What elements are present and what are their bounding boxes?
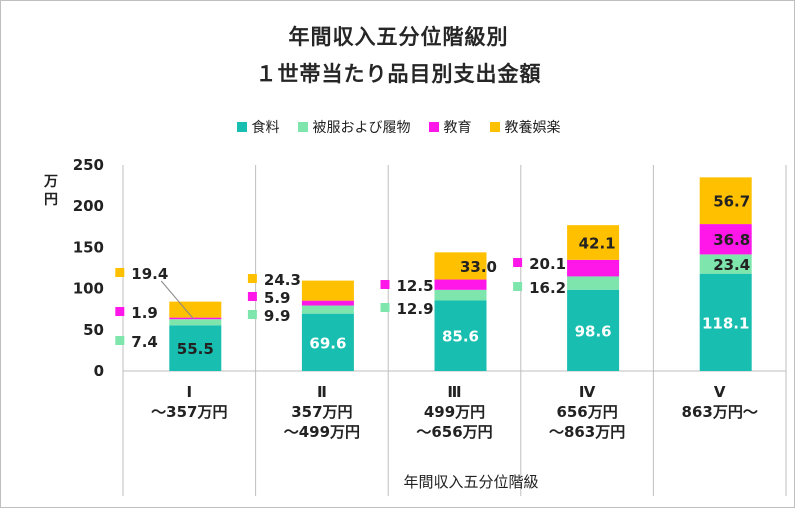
legend-swatch [489, 122, 500, 132]
x-category-label: Ⅳ [579, 383, 596, 401]
bar-segment [301, 300, 354, 306]
bar-segment [169, 317, 222, 320]
data-label: 5.9 [264, 289, 291, 307]
x-axis-title: 年間収入五分位階級 [403, 473, 538, 491]
label-marker [247, 310, 257, 319]
data-label: 98.6 [575, 322, 612, 340]
legend-item: 教養娯楽 [489, 117, 561, 137]
bar-segment [434, 252, 487, 280]
bar-segment [169, 301, 222, 318]
bar-segment [301, 313, 354, 371]
chart-title-line2: １世帯当たり品目別支出金額 [255, 62, 542, 86]
x-category-label: Ⅴ [714, 383, 726, 401]
bar-segment [699, 254, 752, 274]
data-label: 1.9 [131, 304, 158, 322]
bar-segment [567, 289, 620, 371]
label-marker [513, 282, 523, 291]
data-label: 19.4 [131, 265, 168, 283]
data-label: 55.5 [177, 340, 214, 358]
label-marker [115, 307, 125, 316]
x-category-label: 499万円 [424, 403, 485, 421]
data-label: 12.5 [397, 277, 434, 295]
bar-segment [169, 325, 222, 371]
data-label: 85.6 [442, 328, 479, 346]
bar-segment [434, 279, 487, 290]
label-marker [380, 303, 390, 312]
x-category-label: Ⅰ [187, 383, 193, 401]
label-marker [513, 258, 523, 267]
legend-label: 教養娯楽 [504, 120, 561, 136]
label-marker [115, 268, 125, 277]
data-label: 56.7 [713, 193, 750, 211]
data-label: 118.1 [702, 314, 749, 332]
label-marker [380, 280, 390, 289]
label-marker [115, 336, 125, 345]
x-category-label: ～357万円 [151, 403, 227, 421]
bar-segment [301, 280, 354, 301]
x-category-label: 656万円 [556, 403, 617, 421]
data-label: 9.9 [264, 307, 291, 325]
legend-swatch [236, 122, 247, 132]
data-label: 16.2 [529, 279, 566, 297]
bar-segment [567, 225, 620, 260]
y-axis-unit: 万円 [44, 174, 58, 208]
data-label: 20.1 [529, 255, 566, 273]
label-marker [247, 274, 257, 283]
data-label: 12.9 [397, 300, 434, 318]
y-tick-label: 200 [73, 197, 104, 215]
data-label: 24.3 [264, 271, 301, 289]
bar-segment [567, 276, 620, 290]
data-label: 69.6 [309, 334, 346, 352]
data-label: 36.8 [713, 231, 750, 249]
chart-title-line1: 年間収入五分位階級別 [288, 25, 509, 49]
x-category-label: 863万円～ [682, 403, 758, 421]
bar-segment [699, 273, 752, 371]
legend-label: 被服および履物 [312, 120, 411, 136]
legend-item: 教育 [428, 117, 472, 137]
bar-segment [699, 177, 752, 225]
label-marker [247, 292, 257, 301]
bar-segment [434, 289, 487, 301]
x-category-label: Ⅲ [447, 383, 461, 401]
bar-segment [699, 224, 752, 255]
bar-segment [434, 300, 487, 371]
legend-item: 食料 [236, 117, 280, 137]
y-tick-label: 0 [94, 362, 104, 380]
leader-line [160, 280, 194, 319]
x-category-label: 357万円 [291, 403, 352, 421]
legend-label: 教育 [443, 120, 472, 136]
data-label: 42.1 [579, 234, 616, 252]
y-tick-label: 150 [73, 238, 104, 256]
bar-segment [567, 259, 620, 277]
x-category-label: ～863万円 [549, 423, 625, 441]
bar-segment [169, 319, 222, 326]
y-tick-label: 50 [83, 321, 104, 339]
bar-segment [301, 305, 354, 314]
x-category-label: Ⅱ [317, 383, 327, 401]
legend-swatch [297, 122, 308, 132]
data-label: 23.4 [713, 256, 750, 274]
x-category-label: ～499万円 [284, 423, 360, 441]
legend: 食料 被服および履物 教育 教養娯楽 [1, 117, 795, 137]
legend-swatch [428, 122, 439, 132]
data-label: 7.4 [131, 333, 158, 351]
legend-item: 被服および履物 [297, 117, 411, 137]
x-category-label: ～656万円 [416, 423, 492, 441]
data-label: 33.0 [460, 258, 497, 276]
y-tick-label: 100 [73, 280, 104, 298]
legend-label: 食料 [251, 120, 280, 136]
y-tick-label: 250 [73, 156, 104, 174]
